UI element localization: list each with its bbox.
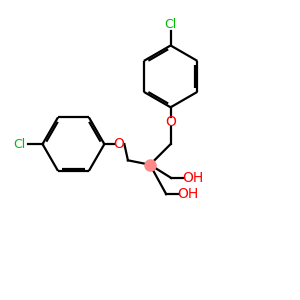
Text: OH: OH — [182, 171, 203, 185]
Text: OH: OH — [177, 187, 198, 201]
Text: Cl: Cl — [164, 18, 177, 31]
Text: Cl: Cl — [14, 138, 26, 151]
Text: O: O — [114, 137, 124, 151]
Text: O: O — [165, 115, 176, 129]
